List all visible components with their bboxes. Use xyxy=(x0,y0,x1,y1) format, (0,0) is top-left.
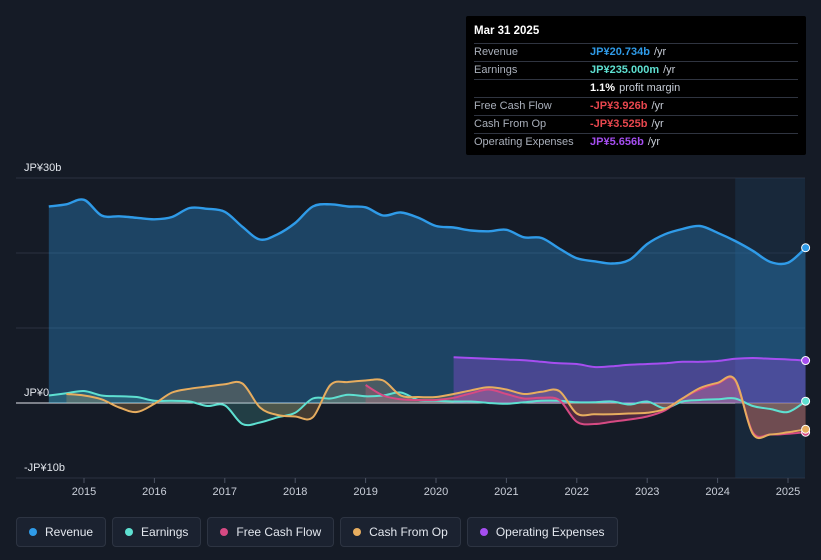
x-axis: 2015 2016 2017 2018 2019 2020 2021 2022 2023 2024… xyxy=(72,478,800,498)
tooltip-value: 1.1% xyxy=(590,82,616,94)
series-areas xyxy=(48,199,806,439)
tooltip-date: Mar 31 2025 xyxy=(474,23,798,44)
tooltip-row-free-cash-flow: Free Cash Flow -JP¥3.926b /yr xyxy=(474,98,798,116)
tooltip-row-operating-expenses: Operating Expenses JP¥5.656b /yr xyxy=(474,134,798,151)
tooltip-value: JP¥5.656b xyxy=(590,136,644,148)
x-tick-label: 2020 xyxy=(424,486,448,498)
gridlines xyxy=(16,177,805,479)
cash-from-op-end-marker[interactable] xyxy=(801,424,811,434)
legend-label: Operating Expenses xyxy=(495,525,605,539)
x-tick-label: 2019 xyxy=(353,486,377,498)
y-tick-label: JP¥0 xyxy=(24,387,49,399)
tooltip-unit: /yr xyxy=(651,118,664,130)
y-tick-label: JP¥30b xyxy=(24,162,61,174)
revenue-area xyxy=(48,199,806,403)
legend-dot-icon xyxy=(479,528,488,536)
tooltip-label xyxy=(474,80,590,97)
tooltip-unit: profit margin xyxy=(619,82,681,94)
legend-item-revenue[interactable]: Revenue xyxy=(16,517,107,547)
tooltip-row-revenue: Revenue JP¥20.734b /yr xyxy=(474,44,798,62)
tooltip-label: Revenue xyxy=(474,46,519,58)
legend-dot-icon xyxy=(353,528,362,536)
tooltip-row-profit-margin: 1.1% profit margin xyxy=(474,80,798,98)
legend-item-earnings[interactable]: Earnings xyxy=(112,517,202,547)
x-tick-label: 2025 xyxy=(776,486,800,498)
tooltip-value: JP¥20.734b xyxy=(590,46,650,58)
x-tick-label: 2021 xyxy=(494,486,518,498)
forecast-band xyxy=(735,178,805,478)
x-tick-label: 2017 xyxy=(213,486,237,498)
tooltip-unit: /yr xyxy=(663,64,676,76)
legend-label: Earnings xyxy=(141,525,189,539)
tooltip-value: -JP¥3.926b xyxy=(590,100,648,112)
tooltip-value: JP¥235.000m xyxy=(590,64,660,76)
x-tick-label: 2015 xyxy=(72,486,96,498)
y-axis: JP¥30b JP¥0 -JP¥10b xyxy=(24,162,65,474)
tooltip: Mar 31 2025 Revenue JP¥20.734b /yr Earni… xyxy=(466,16,806,155)
x-tick-label: 2016 xyxy=(142,486,166,498)
operating-expenses-end-marker[interactable] xyxy=(801,356,811,366)
legend-label: Cash From Op xyxy=(369,525,448,539)
x-tick-label: 2024 xyxy=(705,486,729,498)
x-tick-label: 2023 xyxy=(635,486,659,498)
revenue-end-marker[interactable] xyxy=(801,243,811,253)
tooltip-row-earnings: Earnings JP¥235.000m /yr xyxy=(474,62,798,80)
legend-item-free-cash-flow[interactable]: Free Cash Flow xyxy=(207,517,335,547)
tooltip-label: Free Cash Flow xyxy=(474,100,552,112)
legend-dot-icon xyxy=(125,528,134,536)
y-tick-label: -JP¥10b xyxy=(24,462,65,474)
tooltip-row-cash-from-op: Cash From Op -JP¥3.525b /yr xyxy=(474,116,798,134)
cash-from-op-area xyxy=(66,376,806,439)
legend-label: Revenue xyxy=(45,525,94,539)
tooltip-unit: /yr xyxy=(651,100,664,112)
forecast-region xyxy=(735,178,805,478)
legend-dot-icon xyxy=(29,528,37,536)
legend-dot-icon xyxy=(220,528,229,536)
series-end-markers xyxy=(48,199,811,437)
tooltip-label: Earnings xyxy=(474,64,518,76)
x-tick-label: 2022 xyxy=(565,486,589,498)
revenue-line xyxy=(48,198,807,266)
tooltip-unit: /yr xyxy=(647,136,661,148)
tooltip-value: -JP¥3.525b xyxy=(590,118,648,130)
tooltip-unit: /yr xyxy=(653,46,667,58)
earnings-area xyxy=(48,390,806,426)
operating-expenses-line xyxy=(453,356,806,369)
earnings-end-marker[interactable] xyxy=(801,396,811,406)
legend-item-operating-expenses[interactable]: Operating Expenses xyxy=(466,517,618,547)
legend: Revenue Earnings Free Cash Flow Cash Fro… xyxy=(16,517,624,547)
tooltip-label: Operating Expenses xyxy=(474,136,574,148)
legend-label: Free Cash Flow xyxy=(236,525,322,539)
tooltip-label: Cash From Op xyxy=(474,118,547,130)
legend-item-cash-from-op[interactable]: Cash From Op xyxy=(340,517,461,547)
x-tick-label: 2018 xyxy=(283,486,307,498)
